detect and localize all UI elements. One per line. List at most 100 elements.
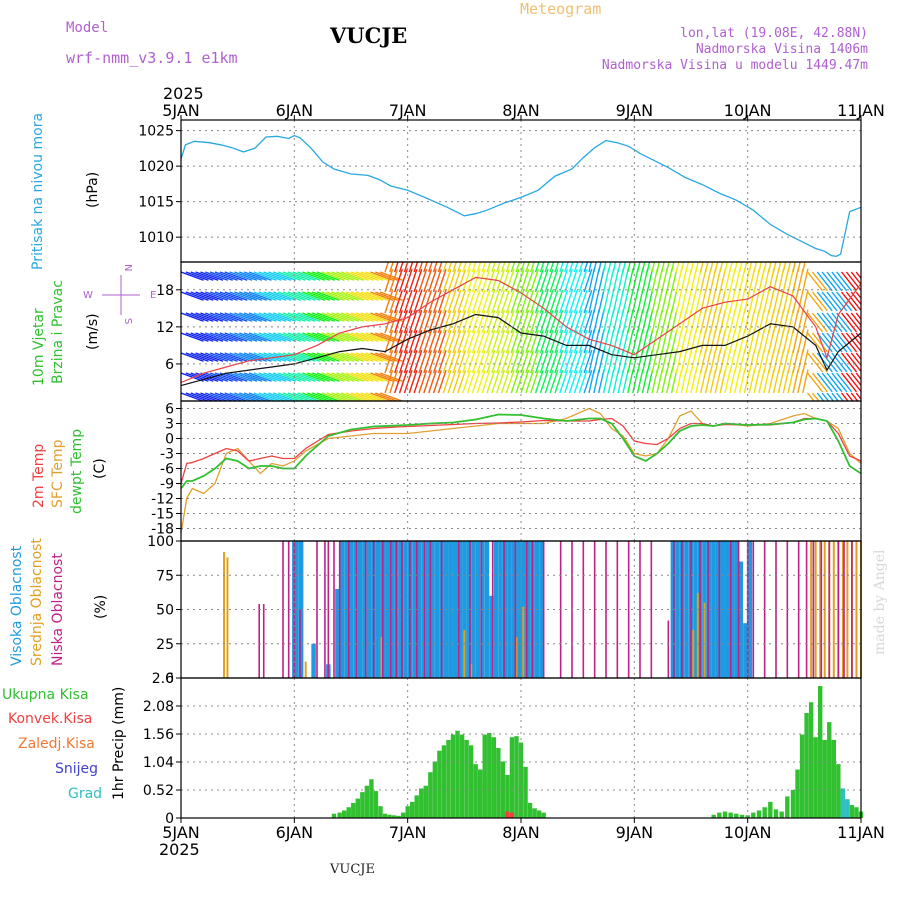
wind-barb	[598, 268, 605, 293]
wind-barb	[496, 370, 505, 394]
wind-barb	[816, 291, 833, 312]
wind-barb	[845, 372, 861, 393]
wind-barb	[263, 271, 287, 281]
wind-barb	[738, 369, 746, 394]
wind-barb	[209, 332, 233, 342]
wind-barb	[452, 370, 462, 394]
wind-barb	[598, 349, 605, 374]
wind-barb	[510, 370, 520, 394]
wind-barb	[738, 349, 746, 374]
precip-bar	[346, 807, 351, 818]
wind-barb	[758, 369, 765, 394]
wind-barb	[389, 290, 399, 314]
wind-barb	[680, 262, 685, 273]
wind-barb	[277, 352, 301, 362]
wind-barb	[403, 350, 413, 374]
wind-barb	[850, 392, 859, 401]
wind-barb	[515, 262, 521, 273]
wind-barb	[360, 352, 384, 362]
wind-barb	[714, 268, 722, 293]
wind-barb	[758, 268, 765, 293]
wind-barb	[836, 291, 853, 312]
wind-barb	[534, 290, 544, 314]
cloud-bar	[639, 541, 641, 678]
wind-barb	[423, 350, 433, 374]
cloud-bar	[457, 541, 463, 678]
wind-barb	[466, 350, 476, 374]
wind-barb	[670, 268, 678, 293]
wind-barb	[680, 329, 688, 354]
precip-bar	[487, 732, 492, 818]
wind-barb	[680, 349, 688, 374]
wind-barb	[787, 369, 795, 394]
wind-barb	[675, 262, 680, 273]
y-tick-label: 1015	[138, 195, 174, 211]
wind-barb	[355, 271, 379, 281]
x-label-bottom: 7JAN	[389, 823, 427, 842]
wind-barb	[331, 312, 355, 322]
cloud-bar	[398, 541, 404, 678]
wind-barb	[510, 310, 520, 334]
wind-barb	[734, 289, 741, 314]
cloud-bar	[339, 541, 345, 678]
wind-barb	[462, 262, 467, 273]
precip-bar	[355, 798, 360, 818]
wind-barb	[670, 329, 678, 354]
wind-barb	[520, 310, 530, 334]
wind-barb	[234, 291, 258, 301]
wind-barb	[447, 290, 457, 314]
wind-barb	[273, 352, 297, 362]
wind-barb	[578, 370, 588, 394]
wind-barb	[564, 310, 573, 334]
wind-barb	[564, 350, 573, 374]
wind-barb	[850, 271, 861, 286]
wind-barb	[753, 268, 761, 293]
precip-bar	[827, 722, 832, 818]
wind-barb	[646, 262, 651, 273]
wind-barb	[209, 392, 233, 401]
wind-barb	[607, 309, 615, 334]
precip-bar	[722, 811, 728, 818]
wind-barb	[350, 372, 374, 382]
wind-barb	[826, 291, 843, 312]
wind-barb	[316, 271, 340, 281]
precip-legend-snow: Snijeg	[55, 761, 98, 777]
precip-bar	[804, 713, 809, 818]
wind-barb	[738, 309, 746, 334]
wind-barb	[836, 372, 853, 393]
wind-barb	[466, 290, 476, 314]
cloud-bar	[423, 541, 426, 678]
wind-barb	[398, 262, 404, 273]
wind-barb	[326, 271, 350, 281]
wind-barb	[734, 349, 741, 374]
wind-barb	[661, 262, 665, 273]
x-label-bottom: 6JAN	[276, 823, 314, 842]
pressure-unit: (hPa)	[85, 172, 101, 208]
wind-barb	[826, 271, 843, 292]
wind-barb	[457, 290, 467, 314]
wind-barb	[219, 332, 243, 342]
cloud-bar	[814, 541, 817, 678]
wind-barb	[481, 310, 491, 334]
wind-barb	[627, 289, 634, 314]
wind-barb	[855, 271, 861, 280]
wind-barb	[384, 310, 394, 334]
wind-barb	[384, 269, 394, 293]
wind-barb	[559, 350, 569, 374]
y-tick-label: 0	[165, 671, 174, 687]
cloud-bar	[412, 541, 417, 678]
wind-barb	[831, 312, 848, 333]
wind-barb	[229, 291, 253, 301]
wind-barb	[248, 352, 272, 362]
wind-barb	[200, 312, 224, 322]
wind-barb	[656, 289, 663, 314]
wind-barb	[316, 372, 340, 382]
wind-barb	[685, 262, 690, 273]
wind-barb	[234, 372, 258, 382]
cloud-bar	[347, 541, 350, 678]
wind-barb	[695, 329, 702, 354]
wind-barb	[772, 329, 780, 354]
wind-barb	[219, 291, 243, 301]
wind-barb	[331, 372, 355, 382]
wind-barb	[277, 291, 301, 301]
